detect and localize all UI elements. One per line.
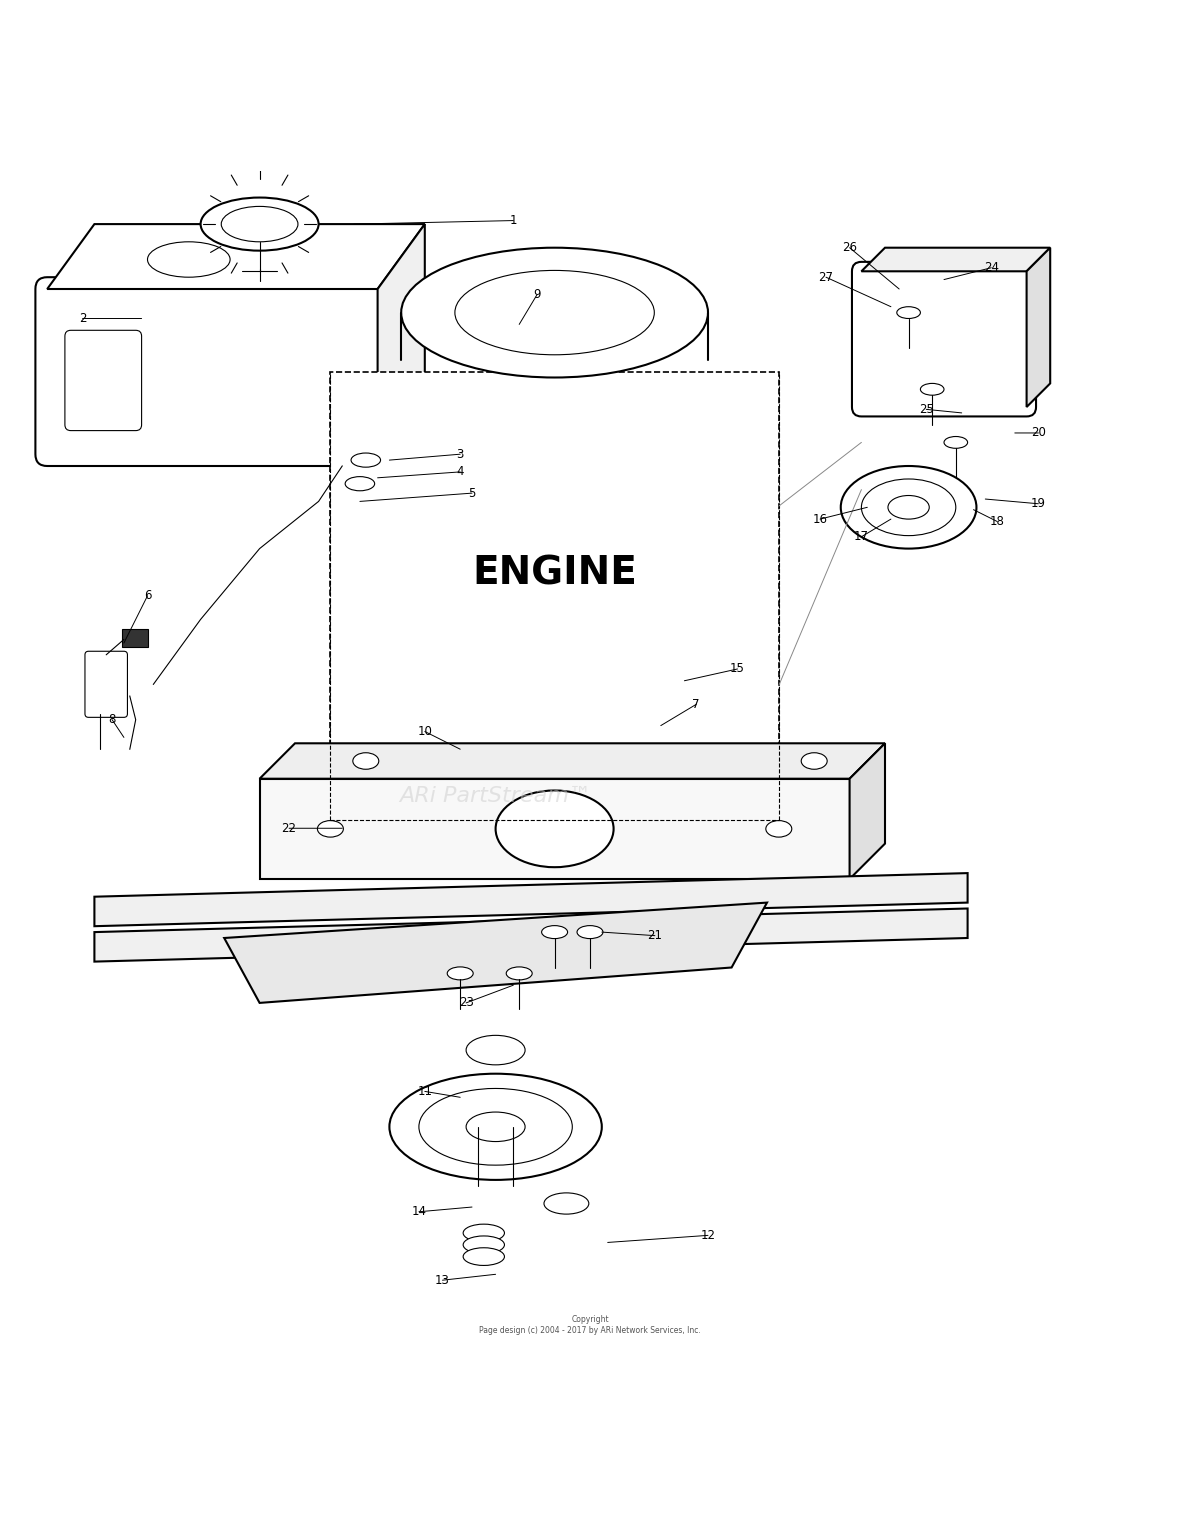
Text: 10: 10 xyxy=(418,724,432,738)
Bar xyxy=(122,629,148,647)
Ellipse shape xyxy=(466,1035,525,1065)
Text: 23: 23 xyxy=(459,997,473,1009)
Ellipse shape xyxy=(345,476,374,490)
Ellipse shape xyxy=(542,925,568,939)
Bar xyxy=(330,371,779,820)
Text: ARi PartStream™: ARi PartStream™ xyxy=(400,787,591,807)
Text: 6: 6 xyxy=(144,589,151,603)
Polygon shape xyxy=(47,224,425,289)
Text: 5: 5 xyxy=(468,487,476,499)
Text: Copyright
Page design (c) 2004 - 2017 by ARi Network Services, Inc.: Copyright Page design (c) 2004 - 2017 by… xyxy=(479,1315,701,1335)
Ellipse shape xyxy=(401,248,708,377)
Text: 2: 2 xyxy=(79,312,86,326)
Text: 15: 15 xyxy=(730,662,745,676)
Text: 21: 21 xyxy=(648,928,662,942)
FancyBboxPatch shape xyxy=(852,262,1036,417)
Text: 3: 3 xyxy=(457,447,464,461)
Ellipse shape xyxy=(840,466,977,548)
Text: 24: 24 xyxy=(984,262,998,274)
Ellipse shape xyxy=(353,753,379,769)
Ellipse shape xyxy=(861,479,956,536)
Text: 7: 7 xyxy=(693,699,700,711)
FancyBboxPatch shape xyxy=(260,779,850,880)
Polygon shape xyxy=(850,743,885,880)
Ellipse shape xyxy=(577,925,603,939)
Ellipse shape xyxy=(463,1236,504,1254)
Ellipse shape xyxy=(766,820,792,837)
Polygon shape xyxy=(94,909,968,962)
Ellipse shape xyxy=(801,753,827,769)
Text: 22: 22 xyxy=(282,822,296,834)
Polygon shape xyxy=(260,743,885,779)
FancyBboxPatch shape xyxy=(85,651,127,717)
Text: 25: 25 xyxy=(919,403,933,416)
Ellipse shape xyxy=(454,271,654,355)
Text: 17: 17 xyxy=(854,530,868,543)
Ellipse shape xyxy=(463,1224,504,1242)
FancyBboxPatch shape xyxy=(65,330,142,431)
Ellipse shape xyxy=(148,242,230,277)
Polygon shape xyxy=(94,874,968,927)
Text: 13: 13 xyxy=(435,1274,450,1286)
Text: 9: 9 xyxy=(533,288,540,301)
Text: 1: 1 xyxy=(510,215,517,227)
Text: 12: 12 xyxy=(701,1228,715,1242)
Ellipse shape xyxy=(506,966,532,980)
FancyBboxPatch shape xyxy=(35,277,389,466)
Polygon shape xyxy=(1027,248,1050,406)
Polygon shape xyxy=(224,903,767,1003)
Ellipse shape xyxy=(897,307,920,318)
Text: 4: 4 xyxy=(457,466,464,478)
Text: 18: 18 xyxy=(990,514,1004,528)
Ellipse shape xyxy=(221,207,299,242)
Ellipse shape xyxy=(463,1248,504,1265)
Ellipse shape xyxy=(544,1193,589,1215)
Text: 14: 14 xyxy=(412,1205,426,1218)
Polygon shape xyxy=(861,248,1050,271)
Ellipse shape xyxy=(920,384,944,396)
Ellipse shape xyxy=(496,790,614,868)
Ellipse shape xyxy=(466,1113,525,1142)
Ellipse shape xyxy=(447,966,473,980)
Ellipse shape xyxy=(352,454,380,467)
Text: ENGINE: ENGINE xyxy=(472,554,637,592)
Ellipse shape xyxy=(419,1088,572,1166)
Text: 16: 16 xyxy=(813,513,827,525)
Text: 11: 11 xyxy=(418,1085,432,1097)
Text: 19: 19 xyxy=(1031,498,1045,510)
Text: 27: 27 xyxy=(819,271,833,283)
Ellipse shape xyxy=(389,1073,602,1180)
Text: 20: 20 xyxy=(1031,426,1045,440)
Ellipse shape xyxy=(889,496,930,519)
Ellipse shape xyxy=(317,820,343,837)
Text: 8: 8 xyxy=(109,714,116,726)
Text: 26: 26 xyxy=(843,240,857,254)
Polygon shape xyxy=(378,224,425,454)
Ellipse shape xyxy=(201,198,319,251)
Ellipse shape xyxy=(944,437,968,449)
